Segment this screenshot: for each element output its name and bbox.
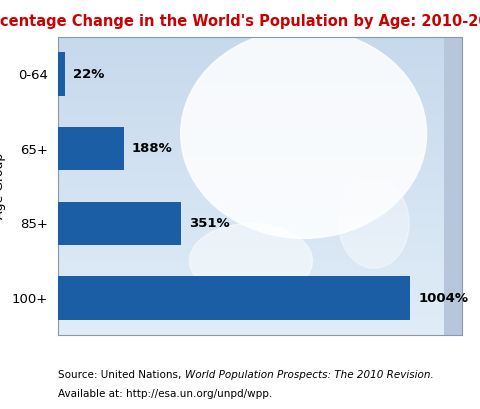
Text: Percentage Change in the World's Population by Age: 2010-2050: Percentage Change in the World's Populat… (0, 14, 480, 29)
Bar (58, 276, 409, 320)
Text: 188%: 188% (131, 142, 172, 155)
Ellipse shape (338, 179, 408, 268)
Y-axis label: Age Group: Age Group (0, 153, 6, 219)
Text: 351%: 351% (188, 217, 229, 230)
Bar (58, 52, 65, 96)
Bar (58, 127, 123, 171)
Bar (58, 202, 180, 245)
Text: Available at: http://esa.un.org/unpd/wpp.: Available at: http://esa.un.org/unpd/wpp… (58, 389, 271, 399)
Text: 22%: 22% (73, 67, 104, 81)
Text: Source: United Nations,: Source: United Nations, (58, 370, 184, 380)
Ellipse shape (180, 29, 426, 238)
Text: 1004%: 1004% (417, 292, 467, 305)
Ellipse shape (189, 223, 312, 298)
Text: World Population Prospects: The 2010 Revision.: World Population Prospects: The 2010 Rev… (185, 370, 433, 380)
